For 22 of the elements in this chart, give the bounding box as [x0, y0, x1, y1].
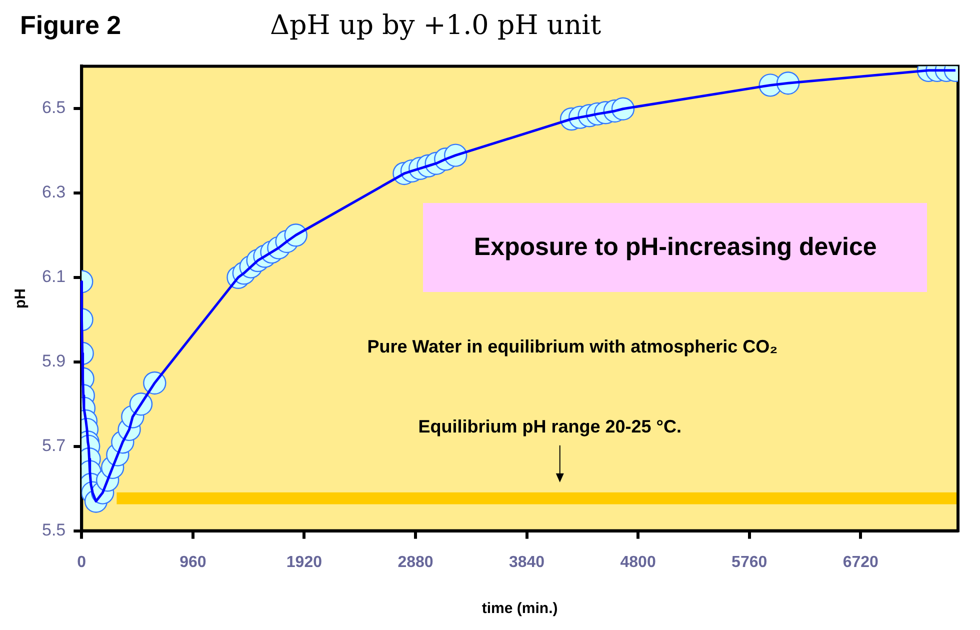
label-box: Exposure to pH-increasing device: [423, 203, 928, 292]
x-tick-label: 3840: [508, 554, 545, 571]
y-tick-label: 5.9: [42, 352, 66, 371]
x-tick-label: 4800: [620, 554, 656, 571]
chart-subtitle: ΔpH up by +1.0 pH unit: [270, 10, 602, 41]
annotation: Equilibrium pH range 20-25 °C.: [418, 416, 682, 436]
x-tick-label: 2880: [398, 554, 434, 571]
chart-title: Figure 2: [20, 10, 122, 41]
y-axis-title: pH: [12, 288, 30, 308]
x-tick-label: 1920: [286, 554, 322, 571]
x-tick-label: 6720: [842, 554, 879, 571]
x-axis-title: time (min.): [482, 600, 558, 618]
x-tick-label: 5760: [732, 554, 768, 571]
annotation: Exposure to pH-increasing device: [474, 232, 877, 262]
x-tick-label: 960: [180, 554, 206, 571]
annotation: Pure Water in equilibrium with atmospheric CO₂: [367, 336, 778, 356]
y-tick-label: 6.5: [42, 98, 66, 118]
y-tick-label: 6.3: [42, 182, 66, 202]
x-tick-label: 0: [77, 554, 86, 571]
y-tick-label: 6.1: [42, 267, 66, 286]
y-tick-label: 5.5: [42, 520, 66, 540]
y-tick-label: 5.7: [42, 436, 66, 456]
